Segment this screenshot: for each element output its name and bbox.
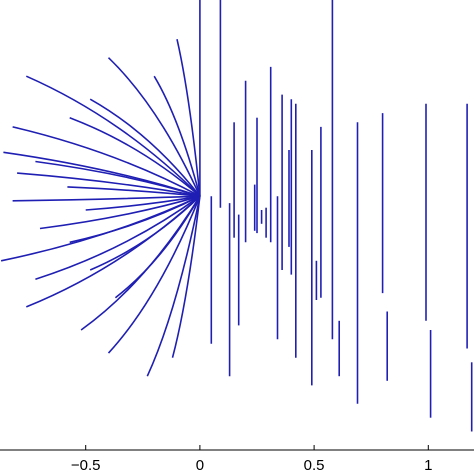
fan-segment-15 — [69, 195, 201, 244]
fan-segment-7 — [12, 126, 201, 197]
x-tick-label-1: −0.5 — [71, 457, 101, 474]
fan-segment-9 — [35, 160, 201, 197]
fan-segment-11 — [67, 186, 200, 197]
fan-segment-2 — [153, 75, 201, 197]
fan-segment-16 — [0, 195, 201, 262]
fan-segment-23 — [146, 196, 201, 377]
fan-segment-12 — [12, 195, 200, 202]
fan-segment-1 — [176, 39, 201, 197]
fan-segment-3 — [107, 57, 201, 197]
x-tick-label-4: 1 — [424, 457, 432, 474]
fan-segment-4 — [89, 98, 201, 197]
fan-segment-20 — [80, 195, 201, 331]
fan-segment-17 — [35, 195, 201, 280]
fan-segment-6 — [25, 75, 201, 197]
x-tick-label-2: 0 — [196, 457, 204, 474]
chart-marks — [0, 0, 473, 432]
x-axis-ticks: −0.5 0 0.5 1 — [71, 445, 432, 474]
fan-segment-13 — [85, 195, 201, 211]
fan-segment-24 — [171, 196, 201, 358]
fan-segment-10 — [17, 172, 201, 197]
fan-segment-14 — [39, 195, 201, 230]
fan-segment-21 — [114, 195, 201, 299]
fan-segment-22 — [107, 195, 201, 354]
fan-segment-19 — [25, 195, 201, 308]
fan-segment-5 — [69, 116, 201, 197]
x-tick-label-3: 0.5 — [304, 457, 325, 474]
